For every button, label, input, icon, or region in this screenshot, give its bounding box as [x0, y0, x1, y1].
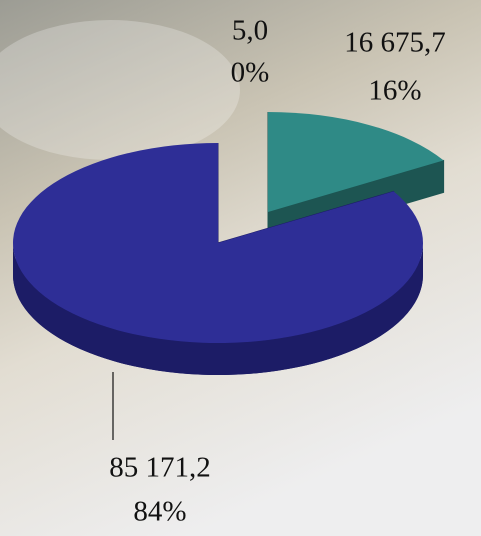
slice: [268, 112, 444, 212]
labels: 5,0 0% 16 675,7 16% 85 171,2 84%: [109, 15, 446, 528]
percent-label: 16%: [368, 75, 421, 107]
value-label: 5,0: [232, 15, 268, 47]
percent-label: 84%: [133, 496, 186, 528]
slice: [12, 143, 423, 343]
percent-label: 0%: [231, 57, 270, 89]
pie: [12, 112, 445, 375]
value-label: 16 675,7: [344, 27, 446, 59]
background-decor: [0, 20, 240, 160]
slice-wall: [13, 243, 423, 375]
value-label: 85 171,2: [109, 452, 211, 484]
